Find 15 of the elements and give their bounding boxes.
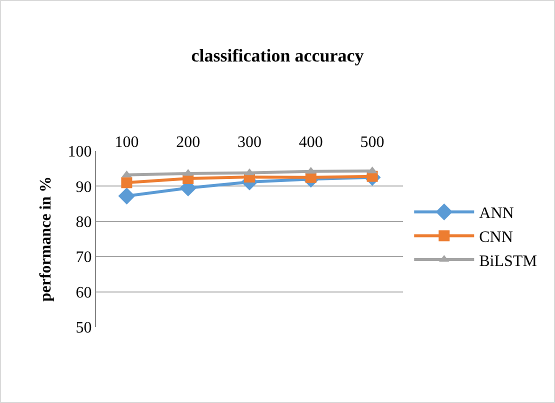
legend-label: CNN xyxy=(479,228,514,246)
y-tick-label: 70 xyxy=(76,249,92,266)
x-tick-label: 500 xyxy=(360,134,384,151)
y-tick-label: 60 xyxy=(76,284,92,302)
x-tick-label: 400 xyxy=(298,134,323,151)
y-tick-label: 50 xyxy=(76,320,92,337)
y-tick-label: 80 xyxy=(76,214,92,231)
x-tick-label: 300 xyxy=(238,134,262,151)
legend-label: ANN xyxy=(479,205,514,222)
x-tick-label: 100 xyxy=(114,134,139,151)
chart-title: classification accuracy xyxy=(191,46,364,66)
x-tick-label: 200 xyxy=(176,134,200,151)
y-axis-title: performance in % xyxy=(38,176,55,302)
legend-label: BiLSTM xyxy=(479,252,537,270)
y-tick-label: 90 xyxy=(76,178,92,196)
